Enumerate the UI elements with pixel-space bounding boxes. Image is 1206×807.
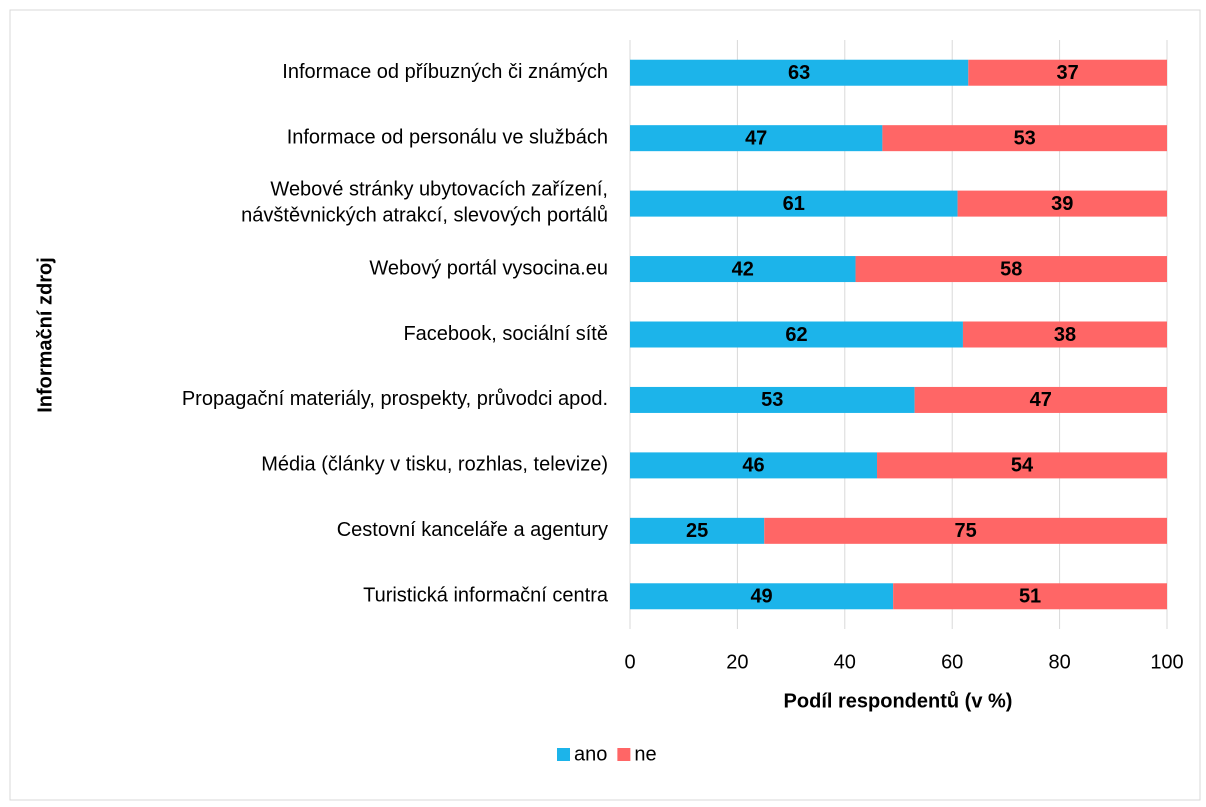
x-tick-label: 80: [1048, 651, 1070, 673]
legend-swatch: [617, 748, 631, 761]
data-label: 46: [742, 455, 764, 477]
bar-segment: [882, 125, 1167, 152]
bar-segment: [630, 583, 894, 610]
legend-label: ne: [634, 743, 656, 765]
y-tick-label: Webové stránky ubytovacích zařízení, návš…: [241, 179, 608, 227]
bar-segment: [962, 321, 1167, 348]
data-label: 47: [1030, 389, 1052, 411]
y-tick-label: Turistická informační centra: [363, 585, 609, 607]
data-label: 58: [1000, 258, 1022, 280]
bar-segment: [764, 517, 1167, 544]
x-tick-label: 40: [834, 651, 856, 673]
data-label: 63: [788, 62, 810, 84]
x-axis-label: Podíl respondentů (v %): [784, 690, 1013, 712]
y-tick-label: Informace od personálu ve službách: [287, 126, 608, 148]
bar-segment: [968, 59, 1167, 86]
bar-segment: [855, 256, 1167, 283]
data-label: 39: [1051, 193, 1073, 215]
y-axis-label: Informační zdroj: [34, 257, 56, 413]
data-label: 37: [1057, 62, 1079, 84]
bar-segment: [877, 452, 1167, 479]
data-label: 62: [785, 324, 807, 346]
x-tick-label: 20: [726, 651, 748, 673]
data-label: 25: [686, 520, 708, 542]
bar-segment: [630, 386, 915, 413]
bar-segment: [630, 190, 958, 217]
bar-segment: [630, 59, 969, 86]
y-tick-label: Webový portál vysocina.eu: [369, 257, 608, 279]
bar-segment: [914, 386, 1167, 413]
data-label: 61: [783, 193, 805, 215]
x-tick-label: 0: [624, 651, 635, 673]
chart-frame: [9, 9, 1201, 801]
bar-segment: [893, 583, 1167, 610]
data-label: 38: [1054, 324, 1076, 346]
y-tick-label: Informace od příbuzných či známých: [282, 61, 608, 83]
data-label: 53: [761, 389, 783, 411]
x-tick-label: 100: [1150, 651, 1183, 673]
data-label: 47: [745, 127, 767, 149]
legend-swatch: [557, 748, 570, 761]
bar-segment: [630, 256, 856, 283]
bar-segment: [630, 125, 883, 152]
bar-segment: [630, 321, 963, 348]
data-label: 51: [1019, 586, 1041, 608]
legend-label: ano: [574, 743, 607, 765]
data-label: 42: [732, 258, 754, 280]
y-tick-label: Facebook, sociální sítě: [403, 323, 608, 345]
bar-segment: [630, 452, 878, 479]
y-tick-label: Média (články v tisku, rozhlas, televize…: [261, 454, 608, 476]
data-label: 49: [750, 586, 772, 608]
x-tick-label: 60: [941, 651, 963, 673]
bar-segment: [630, 517, 765, 544]
data-label: 53: [1014, 127, 1036, 149]
y-tick-label: Propagační materiály, prospekty, průvodc…: [182, 388, 608, 410]
data-label: 54: [1011, 455, 1034, 477]
bar-segment: [957, 190, 1167, 217]
data-label: 75: [955, 520, 977, 542]
y-tick-label: Cestovní kanceláře a agentury: [337, 519, 608, 541]
